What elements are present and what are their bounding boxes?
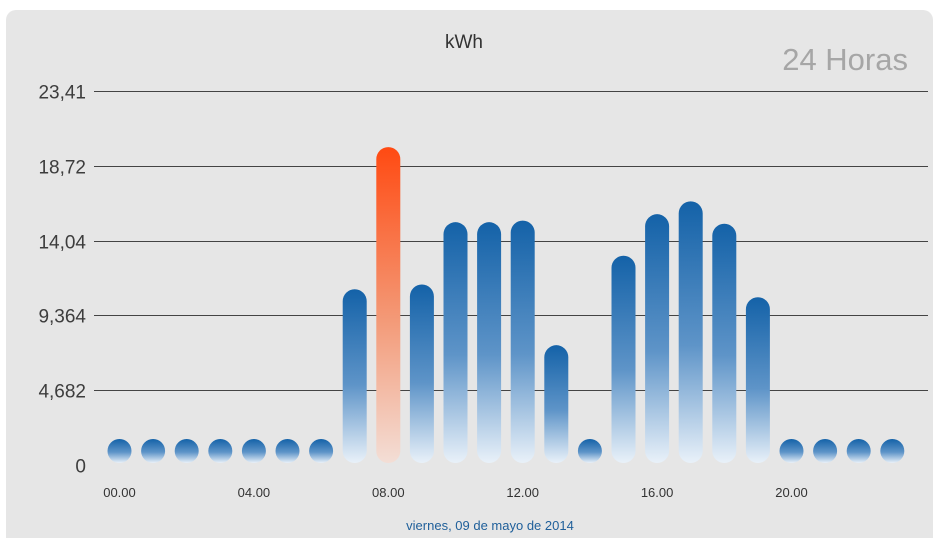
bar[interactable]: [107, 439, 132, 463]
bar[interactable]: [275, 439, 300, 463]
x-tick-label: 04.00: [238, 485, 271, 500]
bar[interactable]: [208, 439, 233, 463]
bar[interactable]: [544, 345, 569, 463]
bar[interactable]: [141, 439, 166, 463]
y-tick-label: 9,364: [38, 307, 86, 328]
x-tick-label: 20.00: [775, 485, 808, 500]
energy-bar-chart: 0 4,682 9,364 14,04 18,72 23,41 00.00 04.00 08.…: [38, 32, 928, 533]
y-tick-label: 0: [75, 457, 86, 478]
bars: [107, 147, 905, 463]
bar[interactable]: [577, 439, 602, 463]
bar[interactable]: [645, 214, 670, 463]
date-label: viernes, 09 de mayo de 2014: [406, 518, 574, 533]
bar[interactable]: [846, 439, 871, 463]
bar[interactable]: [409, 284, 434, 463]
x-tick-label: 08.00: [372, 485, 405, 500]
bar[interactable]: [241, 439, 266, 463]
chart-panel: 0 4,682 9,364 14,04 18,72 23,41 00.00 04.00 08.…: [6, 10, 933, 538]
bar[interactable]: [779, 439, 804, 463]
bar[interactable]: [443, 222, 468, 463]
range-label[interactable]: 24 Horas: [782, 42, 908, 77]
bar[interactable]: [712, 223, 737, 463]
bar[interactable]: [678, 201, 703, 463]
bar[interactable]: [309, 439, 334, 463]
bar[interactable]: [342, 289, 367, 463]
chart-title: kWh: [445, 32, 483, 53]
y-tick-label: 14,04: [38, 233, 86, 254]
bar[interactable]: [174, 439, 199, 463]
bar[interactable]: [611, 255, 636, 463]
y-axis: 0 4,682 9,364 14,04 18,72 23,41: [38, 83, 86, 478]
x-tick-label: 16.00: [641, 485, 674, 500]
bar[interactable]: [880, 439, 905, 463]
x-tick-label: 00.00: [103, 485, 136, 500]
bar[interactable]: [510, 220, 535, 463]
y-tick-label: 18,72: [38, 158, 86, 179]
bar[interactable]: [745, 297, 770, 463]
bar[interactable]: [813, 439, 838, 463]
bar-highlighted[interactable]: [376, 147, 401, 463]
x-axis: 00.00 04.00 08.00 12.00 16.00 20.00: [103, 485, 808, 500]
y-tick-label: 23,41: [38, 83, 86, 104]
bar[interactable]: [477, 222, 502, 463]
x-tick-label: 12.00: [506, 485, 539, 500]
y-tick-label: 4,682: [38, 382, 86, 403]
